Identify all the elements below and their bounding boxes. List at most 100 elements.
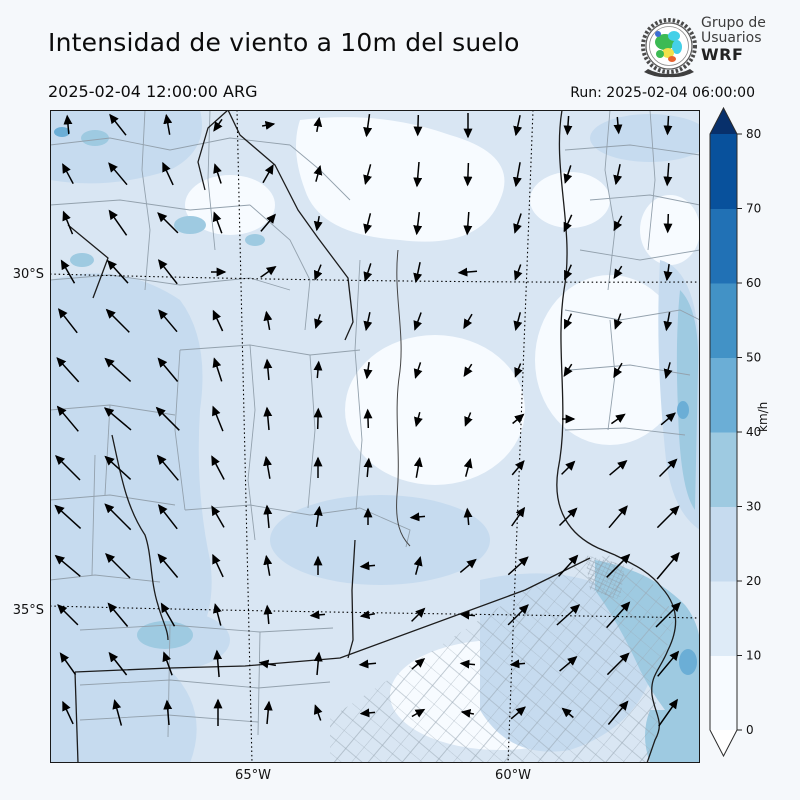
wind-vector (314, 314, 323, 329)
wind-vector (363, 457, 373, 478)
wind-vector (613, 265, 623, 280)
wind-vector (212, 603, 222, 626)
wind-vector (457, 267, 478, 277)
wind-vector (262, 164, 274, 184)
wind-vector (213, 118, 223, 132)
wind-map-canvas (50, 110, 700, 763)
wind-vector (663, 263, 673, 282)
wind-arrows (54, 113, 681, 727)
logo-line2: Usuarios (701, 30, 762, 47)
wind-vector (409, 512, 426, 522)
wind-vector (108, 162, 128, 186)
colorbar-tick-label: 20 (746, 574, 761, 588)
wind-vector (413, 456, 423, 478)
colorbar-tick-label: 80 (746, 127, 761, 141)
wind-vector (663, 311, 673, 332)
wind-vector (313, 704, 323, 721)
wind-vector (507, 604, 529, 626)
wind-vector (359, 610, 376, 620)
wind-vector (613, 164, 623, 186)
wind-vector (613, 215, 623, 232)
wind-vector (657, 650, 680, 677)
wind-vector (413, 262, 423, 284)
wind-vector (55, 455, 81, 481)
colorbar-segment (710, 432, 737, 507)
wind-vector (459, 610, 476, 620)
wind-vector (313, 116, 323, 133)
colorbar-segment (710, 208, 737, 284)
wind-vector (213, 163, 222, 184)
wind-vector (155, 406, 180, 431)
wind-vector (112, 699, 123, 726)
wind-vector (157, 357, 179, 382)
wind-vector (313, 215, 323, 232)
wind-vector (212, 211, 223, 234)
wind-vector (263, 406, 273, 431)
wind-vector (613, 313, 623, 330)
shading-40-50 (54, 127, 697, 675)
wind-vector (261, 120, 276, 130)
wind-vector (358, 659, 377, 669)
wind-vector (413, 362, 423, 379)
wind-vector (413, 412, 423, 428)
wind-vector (309, 610, 326, 620)
wind-vector (613, 116, 623, 135)
colorbar-over-arrow (710, 108, 737, 134)
wind-vector (59, 652, 77, 676)
wind-vector (103, 407, 132, 431)
wind-vector (558, 507, 578, 527)
wind-vector (464, 412, 473, 427)
wind-vector (413, 161, 423, 188)
wrf-logo: Grupo de Usuarios WRF (641, 15, 791, 78)
wind-vector (363, 312, 373, 332)
wind-vector (463, 363, 473, 378)
wind-vector (62, 210, 74, 235)
lon-tick-label: 65°W (235, 768, 271, 783)
wind-vector (363, 164, 372, 186)
wind-vector (359, 561, 376, 571)
wind-vector (606, 553, 631, 578)
wind-vector (157, 504, 178, 530)
wind-vector (263, 504, 273, 529)
colorbar-tick-label: 10 (746, 649, 761, 663)
wind-vector (608, 505, 628, 529)
lat-tick-label: 35°S (12, 603, 44, 618)
colorbar-under-arrow (710, 730, 737, 756)
colorbar-tick-label: 40 (746, 425, 761, 439)
wind-vector (610, 413, 626, 425)
wind-vector (411, 607, 426, 622)
wind-vector (363, 361, 373, 380)
wind-vector (212, 309, 224, 332)
wind-vector (663, 115, 673, 136)
wind-vector (62, 163, 74, 185)
wind-vector (563, 165, 573, 184)
wind-vector (660, 412, 676, 426)
wind-vector (563, 214, 573, 233)
wind-vector (57, 604, 79, 626)
wind-vector (413, 312, 423, 331)
wind-vector (513, 213, 522, 234)
wind-vector (606, 652, 630, 676)
wind-vector (656, 551, 680, 580)
colorbar-unit-label: km/h (756, 401, 770, 432)
wind-map (50, 110, 700, 763)
valid-time-label: 2025-02-04 12:00:00 ARG (48, 82, 258, 101)
wind-vector (104, 357, 132, 382)
wind-vector (156, 454, 179, 481)
river-parana-branch (396, 249, 411, 547)
wind-vector (54, 554, 81, 577)
wind-vector (563, 363, 573, 378)
wind-vector (363, 213, 372, 235)
wind-vector (558, 554, 579, 577)
logo-line3: WRF (701, 45, 744, 65)
wind-vector (60, 259, 76, 284)
wind-vector (313, 407, 323, 430)
wind-vector (211, 455, 225, 480)
wind-vector (54, 504, 82, 529)
wrf-logo-emblem (641, 18, 697, 78)
wind-vector (157, 259, 178, 285)
page-title: Intensidad de viento a 10m del suelo (48, 28, 520, 57)
wind-vector (163, 113, 173, 135)
wind-vector (658, 458, 678, 478)
